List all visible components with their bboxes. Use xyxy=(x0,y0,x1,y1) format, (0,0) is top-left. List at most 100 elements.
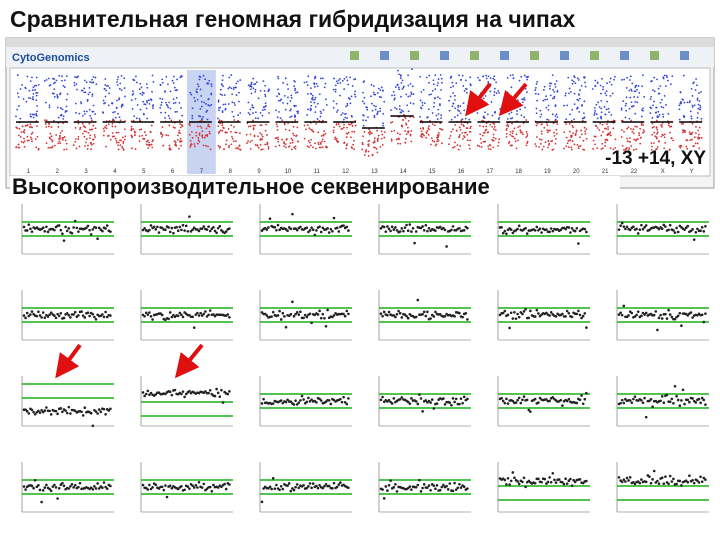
probe-dot xyxy=(594,110,597,112)
probe-dot xyxy=(339,82,342,84)
bin-dot xyxy=(432,315,436,318)
probe-dot xyxy=(16,74,19,76)
probe-dot xyxy=(151,146,154,149)
bin-dot xyxy=(416,483,420,487)
probe-dot xyxy=(526,91,528,94)
probe-dot xyxy=(373,141,376,144)
probe-dot xyxy=(250,81,253,84)
probe-dot xyxy=(207,125,209,128)
bin-dot xyxy=(176,487,180,491)
probe-dot xyxy=(514,140,517,143)
bin-dot xyxy=(289,227,293,231)
bin-dot xyxy=(651,478,654,481)
probe-dot xyxy=(268,112,270,114)
bin-dot xyxy=(24,408,27,411)
probe-dot xyxy=(519,125,521,128)
probe-dot xyxy=(370,102,373,105)
bin-dot xyxy=(443,228,447,232)
probe-dot xyxy=(397,69,399,72)
bin-dot xyxy=(43,229,47,233)
probe-dot xyxy=(111,125,114,128)
bin-dot xyxy=(327,484,331,488)
probe-dot xyxy=(205,103,207,105)
probe-dot xyxy=(365,119,367,122)
probe-dot xyxy=(175,145,178,147)
probe-dot xyxy=(368,139,371,142)
probe-dot xyxy=(64,111,67,113)
bin-dot xyxy=(686,314,690,317)
bin-dot xyxy=(395,229,399,232)
bin-dot xyxy=(89,411,93,415)
probe-dot xyxy=(497,141,500,144)
probe-dot xyxy=(554,83,557,85)
bin-dot xyxy=(664,225,667,228)
probe-dot xyxy=(53,96,56,98)
probe-dot xyxy=(50,135,53,138)
probe-dot xyxy=(629,79,631,81)
bin-dot xyxy=(326,226,329,230)
bin-dot xyxy=(109,230,112,233)
bin-dot xyxy=(506,402,510,405)
bin-dot xyxy=(32,410,35,414)
probe-dot xyxy=(570,90,572,93)
probe-dot xyxy=(345,76,348,78)
bin-dot xyxy=(559,228,563,232)
probe-dot xyxy=(296,91,299,94)
bin-dot xyxy=(299,310,302,314)
bin-dot xyxy=(302,398,305,401)
probe-dot xyxy=(685,145,688,148)
bin-dot xyxy=(422,483,426,486)
bin-dot xyxy=(218,224,222,228)
probe-dot xyxy=(551,149,554,151)
probe-dot xyxy=(314,142,316,145)
probe-dot xyxy=(148,99,150,102)
chromosome-track xyxy=(245,77,270,151)
bin-dot xyxy=(672,401,675,405)
probe-dot xyxy=(117,144,119,147)
probe-dot xyxy=(655,148,657,151)
probe-dot xyxy=(495,92,498,95)
probe-dot xyxy=(35,76,38,79)
bin-dot xyxy=(696,479,699,482)
bin-dot xyxy=(429,401,432,404)
bin-dot xyxy=(45,483,48,487)
bin-dot xyxy=(173,388,177,392)
probe-dot xyxy=(131,94,134,96)
bin-dot xyxy=(54,409,58,413)
probe-dot xyxy=(667,124,670,127)
probe-dot xyxy=(382,122,384,125)
probe-dot xyxy=(190,131,193,133)
probe-dot xyxy=(88,86,91,89)
probe-dot xyxy=(56,95,59,98)
bin-dot xyxy=(56,312,59,316)
bin-dot xyxy=(295,483,299,486)
bin-dot xyxy=(339,397,342,401)
bin-dot xyxy=(318,484,321,487)
probe-dot xyxy=(497,145,499,147)
probe-dot xyxy=(518,79,521,82)
bin-dot xyxy=(184,224,188,228)
probe-dot xyxy=(334,84,337,87)
probe-dot xyxy=(82,125,85,127)
probe-dot xyxy=(26,139,29,142)
probe-dot xyxy=(465,79,467,82)
bin-dot xyxy=(73,219,77,223)
probe-dot xyxy=(506,91,509,94)
bin-dot xyxy=(46,230,50,234)
bin-dot xyxy=(101,229,104,233)
probe-dot xyxy=(436,138,439,141)
bin-dot xyxy=(295,311,299,314)
probe-dot xyxy=(53,144,56,147)
probe-dot xyxy=(540,133,543,135)
bin-dot xyxy=(461,315,464,319)
probe-dot xyxy=(30,126,33,129)
probe-dot xyxy=(487,81,490,83)
probe-dot xyxy=(576,143,579,146)
probe-dot xyxy=(147,144,150,146)
probe-dot xyxy=(278,144,281,147)
probe-dot xyxy=(641,85,644,88)
probe-dot xyxy=(202,116,204,118)
probe-dot xyxy=(591,88,594,90)
bin-dot xyxy=(570,315,574,319)
probe-dot xyxy=(374,93,377,96)
